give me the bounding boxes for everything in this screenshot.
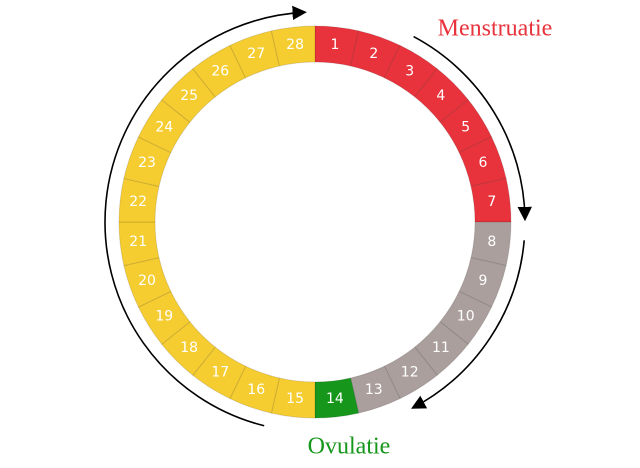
segment: [414, 68, 469, 123]
segment-label: 1: [330, 37, 339, 53]
segment-label: 24: [155, 119, 173, 135]
segment: [314, 25, 360, 67]
segment: [439, 290, 493, 345]
segment-label: 16: [247, 382, 265, 398]
cycle-arrow: [104, 5, 307, 427]
segment: [270, 377, 316, 419]
segment: [137, 99, 191, 154]
segment: [229, 365, 280, 414]
segment-label: 10: [457, 309, 475, 325]
segment-label: 8: [487, 234, 496, 250]
segment-label: 7: [487, 194, 496, 210]
segment: [192, 44, 247, 98]
segment: [383, 346, 438, 400]
segment: [414, 321, 469, 376]
segment-label: 6: [479, 155, 488, 171]
cycle-arrow: [413, 35, 532, 222]
segment-label: 28: [286, 37, 304, 53]
cycle-arrow: [411, 240, 525, 409]
segment-label: 21: [129, 234, 147, 250]
segment-label: 13: [365, 382, 383, 398]
segment: [123, 136, 172, 187]
segment: [458, 136, 507, 187]
segment: [161, 321, 216, 376]
segment: [192, 346, 247, 400]
segment-label: 22: [129, 194, 147, 210]
segment: [458, 257, 507, 308]
arrows: [104, 5, 532, 427]
segment-label: 26: [211, 63, 229, 79]
ovulation-label: Ovulatie: [308, 434, 391, 460]
segment-label: 20: [138, 273, 156, 289]
segment-label: 25: [180, 88, 198, 104]
segment: [439, 99, 493, 154]
segment-label: 14: [326, 391, 344, 407]
menstruation-label: Menstruatie: [438, 16, 553, 42]
segment-label: 17: [211, 365, 229, 381]
segment-label: 19: [155, 309, 173, 325]
segment-label: 2: [369, 46, 378, 62]
segment-label: 9: [479, 273, 488, 289]
segment: [350, 365, 401, 414]
segment: [270, 25, 316, 67]
segment: [118, 177, 160, 223]
segment-label: 5: [461, 119, 470, 135]
segment-label: 12: [401, 365, 419, 381]
segment-label: 11: [432, 340, 450, 356]
ring: 1234567891011121314151617181920212223242…: [118, 25, 512, 419]
segment: [470, 221, 512, 267]
segment-label: 3: [405, 63, 414, 79]
segment: [123, 257, 172, 308]
segment-label: 27: [247, 46, 265, 62]
segment-label: 4: [436, 88, 445, 104]
segment: [383, 44, 438, 98]
segment: [137, 290, 191, 345]
segment: [350, 30, 401, 79]
segment-label: 18: [180, 340, 198, 356]
segment: [161, 68, 216, 123]
segment-label: 15: [286, 391, 304, 407]
segment-label: 23: [138, 155, 156, 171]
